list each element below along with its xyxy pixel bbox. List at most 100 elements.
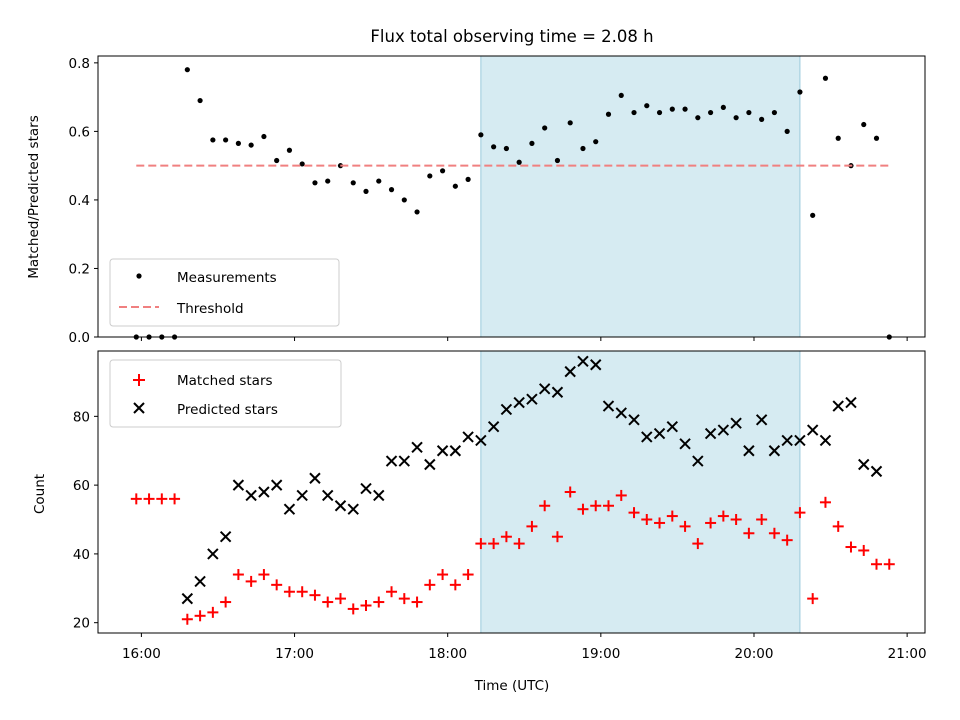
data-point <box>465 176 471 182</box>
data-point <box>130 493 142 505</box>
legend-label-threshold: Threshold <box>176 301 244 317</box>
data-point <box>376 178 382 184</box>
data-point <box>283 503 296 515</box>
data-point <box>322 489 334 502</box>
data-point <box>832 400 844 412</box>
data-point <box>360 482 372 495</box>
data-point <box>398 455 411 467</box>
data-point <box>704 427 717 440</box>
data-point <box>487 420 500 433</box>
data-point <box>564 486 576 498</box>
data-point <box>705 517 717 529</box>
series-predicted-stars <box>181 355 883 605</box>
data-point <box>500 531 512 543</box>
data-point <box>194 575 206 588</box>
data-point <box>730 417 742 429</box>
data-point <box>462 569 474 581</box>
data-point <box>656 109 663 116</box>
data-point <box>538 383 551 395</box>
data-point <box>347 603 359 615</box>
observing-window-span <box>480 55 801 338</box>
data-point <box>605 111 612 117</box>
y-tick-label: 60 <box>73 478 90 494</box>
data-point <box>768 527 780 539</box>
data-point <box>350 180 356 186</box>
data-point <box>883 558 895 570</box>
data-point <box>845 396 857 409</box>
data-point <box>551 531 563 543</box>
data-point <box>771 109 778 116</box>
data-point <box>309 472 321 484</box>
data-point <box>871 558 883 570</box>
data-point <box>832 520 844 532</box>
data-point <box>475 434 487 447</box>
data-point <box>258 569 270 581</box>
data-point <box>411 441 423 453</box>
data-point <box>653 427 666 440</box>
data-point <box>794 507 806 519</box>
data-point <box>181 613 193 625</box>
legend-marker-predicted-stars <box>133 402 145 414</box>
data-point <box>437 569 449 581</box>
x-axis-label: Time (UTC) <box>474 678 550 694</box>
y-tick-label: 0.2 <box>69 261 90 277</box>
data-point <box>641 431 653 443</box>
data-point <box>746 109 752 116</box>
series-matched-stars <box>130 486 895 625</box>
data-point <box>219 531 232 543</box>
data-point <box>398 593 410 605</box>
data-point <box>593 139 599 145</box>
legend-marker-measurements <box>136 273 142 279</box>
data-point <box>730 514 742 526</box>
legend-box <box>109 258 340 327</box>
data-point <box>554 157 561 164</box>
data-point <box>784 128 790 134</box>
data-point <box>475 538 487 550</box>
y-tick-label: 0.0 <box>69 330 90 346</box>
x-tick-label: 18:00 <box>428 646 467 662</box>
data-point <box>845 541 857 553</box>
axes-frame <box>97 55 926 338</box>
data-point <box>184 67 190 73</box>
data-point <box>248 142 254 148</box>
data-point <box>207 606 219 618</box>
data-point <box>669 106 675 112</box>
data-point <box>602 500 614 512</box>
data-point <box>679 438 691 450</box>
data-point <box>500 403 513 416</box>
y-axis-ticks: 0.0 0.2 0.4 0.6 0.8 <box>69 56 98 346</box>
y-tick-label: 20 <box>73 616 90 632</box>
data-point <box>717 510 729 522</box>
data-point <box>768 445 781 457</box>
y-axis-label: Count <box>32 474 48 514</box>
data-point <box>873 135 880 141</box>
data-point <box>577 503 589 515</box>
data-point <box>666 420 679 433</box>
data-point <box>388 187 395 193</box>
data-point <box>526 393 538 405</box>
data-point <box>781 534 793 546</box>
y-axis-label: Matched/Predicted stars <box>26 115 42 278</box>
plot-marks <box>133 67 892 340</box>
data-point <box>794 434 806 447</box>
y-tick-label: 0.8 <box>69 56 90 72</box>
data-point <box>503 145 509 152</box>
data-point <box>439 168 446 174</box>
data-point <box>411 596 423 608</box>
data-point <box>755 414 768 426</box>
data-point <box>590 500 602 512</box>
ratio-panel: Flux total observing time = 2.08 h Match… <box>26 27 926 346</box>
observing-window-span <box>480 350 801 634</box>
data-point <box>822 75 829 81</box>
data-point <box>462 431 474 443</box>
data-point <box>644 103 650 109</box>
data-point <box>258 486 270 498</box>
data-point <box>436 445 449 457</box>
legend-label-measurements: Measurements <box>177 270 277 286</box>
data-point <box>861 121 867 128</box>
plot-marks <box>130 355 895 625</box>
data-point <box>286 147 293 153</box>
data-point <box>819 496 831 508</box>
data-point <box>169 493 181 505</box>
